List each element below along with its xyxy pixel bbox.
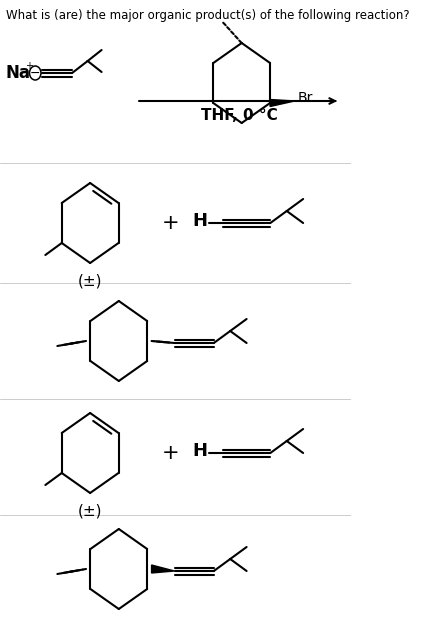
Circle shape [30, 66, 41, 80]
Text: What is (are) the major organic product(s) of the following reaction?: What is (are) the major organic product(… [6, 9, 409, 22]
Text: H: H [193, 212, 208, 230]
Text: THF, 0 °C: THF, 0 °C [201, 108, 278, 123]
Text: +: + [162, 443, 179, 463]
Text: Br: Br [298, 91, 313, 105]
Text: (±): (±) [78, 504, 102, 519]
Polygon shape [270, 100, 294, 107]
Text: +: + [162, 213, 179, 233]
Text: +: + [24, 61, 33, 71]
Text: (±): (±) [78, 273, 102, 288]
Text: −: − [30, 66, 41, 80]
Polygon shape [152, 565, 175, 573]
Text: H: H [193, 442, 208, 460]
Text: Na: Na [6, 64, 31, 82]
